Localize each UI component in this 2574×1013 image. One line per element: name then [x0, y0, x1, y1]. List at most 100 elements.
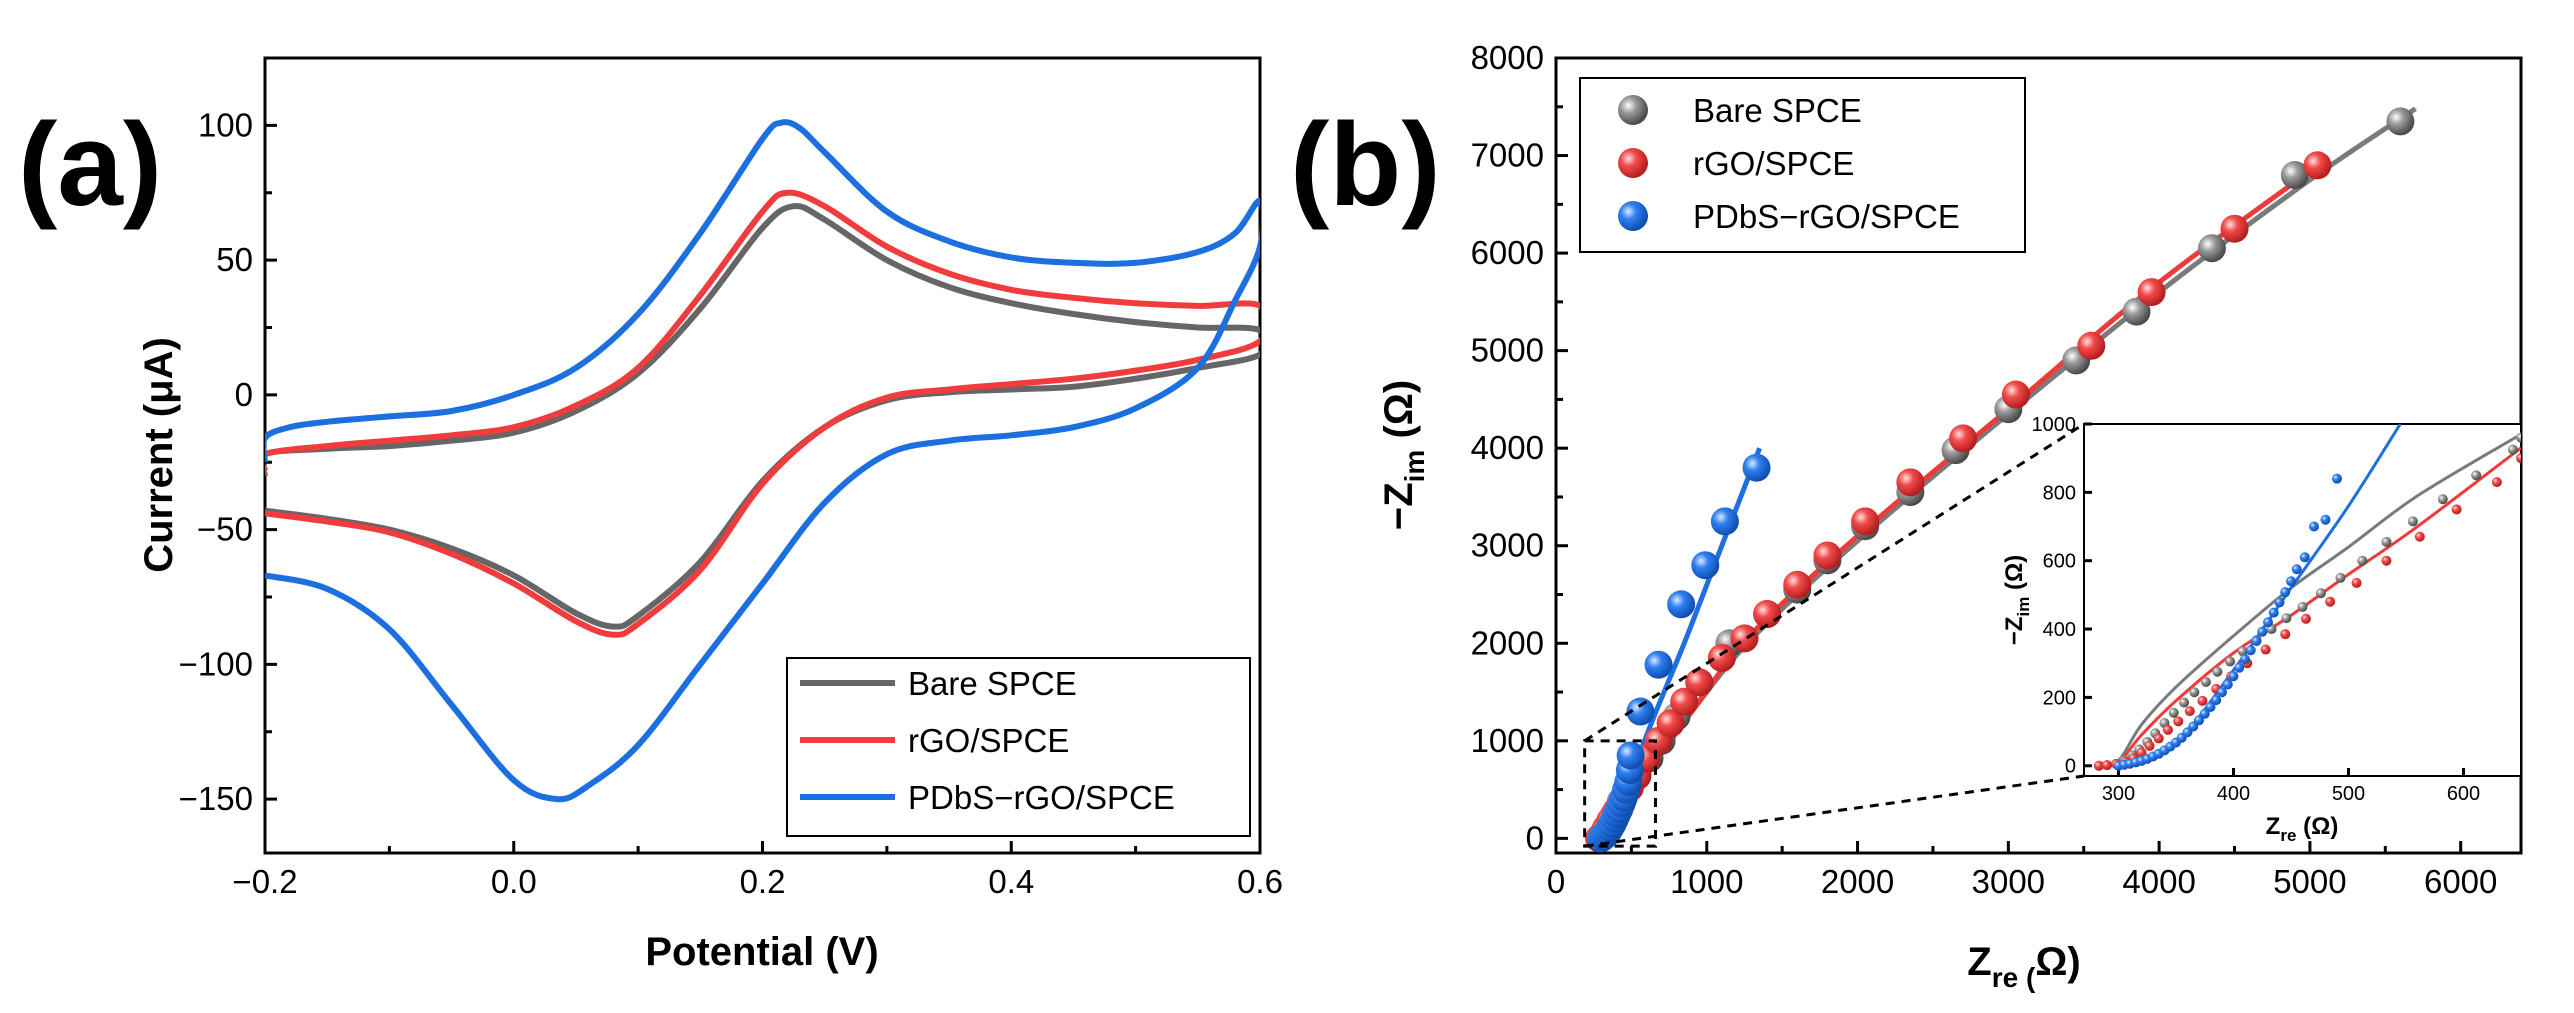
eis-inset-x-tick-label: 600 — [2447, 783, 2480, 805]
eis-inset-point-rgo-spce — [2381, 555, 2392, 566]
eis-inset-point-bare-spce — [2507, 444, 2518, 455]
eis-inset-point-bare-spce — [2407, 516, 2418, 527]
eis-ticks: 0 1000 2000 3000 4000 5000 6000010002000300040… — [1471, 39, 2498, 900]
eis-point-rgo-spce — [2137, 278, 2166, 307]
eis-inset-point-rgo-spce — [2184, 706, 2195, 717]
eis-inset-point-rgo-spce — [2153, 733, 2164, 744]
eis-point-pdbs-rgo-spce — [1616, 741, 1645, 770]
eis-point-rgo-spce — [1656, 709, 1685, 738]
eis-y-tick-label: 3000 — [1471, 527, 1544, 564]
eis-inset-point-pdbs-rgo-spce — [2274, 597, 2285, 608]
eis-legend-marker-rgo — [1618, 148, 1648, 178]
eis-point-pdbs-rgo-spce — [1691, 551, 1720, 580]
eis-point-pdbs-rgo-spce — [1644, 650, 1673, 679]
eis-y-tick-label: 0 — [1526, 819, 1544, 856]
eis-inset-y-tick-label: 800 — [2043, 482, 2076, 504]
eis-data-points — [1584, 107, 2415, 853]
eis-inset-point-bare-spce — [2437, 494, 2448, 505]
eis-inset-x-axis-title: Zre (Ω) — [2266, 813, 2339, 845]
eis-point-rgo-spce — [1783, 570, 1812, 599]
eis-point-bare-spce — [2280, 161, 2309, 190]
eis-x-tick-label: 2000 — [1821, 863, 1894, 900]
eis-legend-label-pdbs: PDbS−rGO/SPCE — [1693, 198, 1960, 235]
eis-inset-point-pdbs-rgo-spce — [2257, 626, 2268, 637]
eis-y-tick-label: 1000 — [1471, 722, 1544, 759]
eis-point-rgo-spce — [2303, 151, 2332, 180]
eis-inset-point-rgo-spce — [2260, 644, 2271, 655]
eis-point-rgo-spce — [2077, 331, 2106, 360]
eis-inset-point-pdbs-rgo-spce — [2194, 715, 2204, 726]
eis-inset-point-bare-spce — [2179, 697, 2190, 708]
eis-point-rgo-spce — [1670, 687, 1699, 716]
eis-inset-fit-bare-spce — [2098, 433, 2521, 768]
eis-inset-y-tick-label: 200 — [2043, 687, 2076, 709]
eis-inset-point-pdbs-rgo-spce — [2245, 645, 2256, 656]
eis-x-axis-title-unit: Ω) — [2035, 940, 2080, 984]
eis-y-tick-label: 8000 — [1471, 39, 1544, 76]
eis-inset-point-pdbs-rgo-spce — [2263, 617, 2273, 628]
eis-point-bare-spce — [2197, 234, 2226, 263]
eis-point-rgo-spce — [1851, 507, 1880, 536]
cv-curve-pdbs-rgo-spce — [265, 119, 1260, 803]
cv-series-group — [265, 119, 1260, 803]
eis-inset-point-bare-spce — [2189, 687, 2200, 698]
cv-legend: Bare SPCE rGO/SPCE PDbS−rGO/SPCE — [786, 657, 1251, 837]
eis-inset-point-rgo-spce — [2325, 596, 2336, 607]
eis-inset-x-tick-label: 400 — [2217, 783, 2250, 805]
eis-point-pdbs-rgo-spce — [1626, 697, 1655, 726]
eis-inset-y-tick-label: 0 — [2065, 756, 2076, 778]
eis-zoom-guide-bottom — [1584, 774, 2085, 848]
eis-inset-point-bare-spce — [2225, 656, 2236, 667]
cv-curve-bare-spce — [265, 203, 1260, 630]
eis-inset-frame — [2083, 423, 2522, 777]
eis-inset-point-rgo-spce — [2197, 695, 2208, 706]
eis-inset-point-bare-spce — [2471, 470, 2482, 481]
cv-x-axis-title: Potential (V) — [645, 930, 878, 974]
cv-x-tick-label: 0.0 — [491, 863, 537, 900]
eis-y-axis-title: −Zim (Ω) — [1377, 380, 1430, 530]
eis-inset-y-tick-label: 400 — [2043, 619, 2076, 641]
eis-inset-point-pdbs-rgo-spce — [2217, 687, 2227, 698]
eis-inset-point-bare-spce — [2281, 613, 2292, 624]
eis-inset-point-pdbs-rgo-spce — [2199, 708, 2210, 719]
eis-inset-y-title-main: −Z — [2001, 617, 2028, 646]
eis-inset-point-rgo-spce — [2162, 724, 2173, 735]
eis-legend-label-bare: Bare SPCE — [1693, 92, 1862, 129]
eis-inset-point-pdbs-rgo-spce — [2286, 576, 2296, 587]
eis-inset-point-rgo-spce — [2102, 760, 2112, 771]
eis-y-axis-title-sub: im — [1399, 450, 1430, 483]
eis-inset-point-pdbs-rgo-spce — [2228, 671, 2239, 682]
panel-label-a: (a) — [18, 99, 162, 231]
eis-inset-point-rgo-spce — [2451, 504, 2462, 515]
eis-legend-marker-pdbs — [1618, 201, 1648, 231]
eis-inset-point-rgo-spce — [2280, 629, 2291, 640]
eis-inset-chart: 300 400 500 600 0 200 400 600 800 1000 Zre (Ω) −Z… — [2001, 414, 2522, 845]
eis-point-rgo-spce — [1896, 468, 1925, 497]
eis-inset-point-bare-spce — [2237, 646, 2248, 657]
cv-legend-label-pdbs: PDbS−rGO/SPCE — [908, 779, 1175, 816]
eis-inset-point-rgo-spce — [2300, 613, 2311, 624]
eis-point-bare-spce — [2386, 107, 2415, 136]
eis-inset-point-pdbs-rgo-spce — [2291, 564, 2302, 575]
eis-legend: Bare SPCE rGO/SPCE PDbS−rGO/SPCE — [1579, 77, 2026, 253]
cv-legend-label-bare: Bare SPCE — [908, 665, 1077, 702]
eis-y-tick-label: 7000 — [1471, 137, 1544, 174]
eis-inset-point-pdbs-rgo-spce — [2222, 679, 2233, 690]
eis-x-tick-label: 0 — [1547, 863, 1565, 900]
eis-inset-data-points — [2093, 432, 2521, 771]
eis-x-axis-title: Zre (Ω) — [1967, 940, 2080, 993]
eis-inset-point-bare-spce — [2381, 536, 2392, 547]
eis-inset-x-title-unit: (Ω) — [2296, 813, 2338, 840]
cv-y-tick-label: −50 — [197, 511, 253, 548]
eis-x-axis-title-sub: re ( — [1992, 962, 2036, 993]
eis-inset-y-tick-label: 600 — [2043, 551, 2076, 573]
eis-point-rgo-spce — [1685, 668, 1714, 697]
eis-point-pdbs-rgo-spce — [1710, 507, 1739, 536]
cv-legend-label-rgo: rGO/SPCE — [908, 722, 1069, 759]
eis-inset-point-rgo-spce — [2173, 716, 2184, 727]
eis-inset-x-tick-label: 500 — [2332, 783, 2365, 805]
eis-zoom-guide-top — [1583, 422, 2085, 743]
eis-point-pdbs-rgo-spce — [1667, 590, 1696, 619]
cv-y-tick-label: −150 — [179, 780, 253, 817]
